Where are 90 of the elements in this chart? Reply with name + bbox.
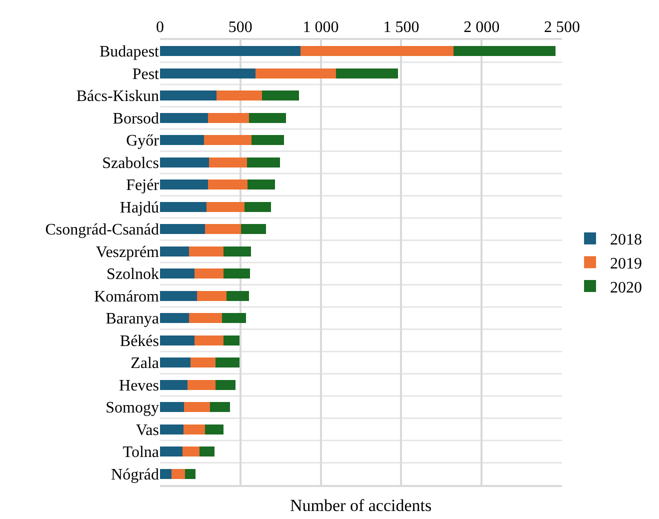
bar <box>222 313 246 324</box>
x-tick-label: 2 000 <box>464 18 500 36</box>
bar <box>205 224 242 234</box>
bar <box>184 402 210 412</box>
y-tick-label: Somogy <box>106 400 159 417</box>
y-tick-label: Zala <box>130 355 159 372</box>
bar <box>246 157 280 168</box>
legend-label: 2018 <box>610 232 642 249</box>
bar <box>160 468 172 479</box>
bar <box>160 268 195 279</box>
bar <box>208 180 248 190</box>
bar <box>224 246 251 256</box>
bar <box>194 335 224 346</box>
y-tick-label: Pest <box>132 66 160 83</box>
bar <box>262 90 300 101</box>
bar <box>208 112 250 123</box>
x-tick-label: 0 <box>156 18 164 36</box>
bar <box>160 424 184 434</box>
y-tick-label: Csongrád-Csanád <box>45 222 159 239</box>
bar <box>187 380 216 390</box>
bar <box>252 135 284 146</box>
bar <box>205 424 224 434</box>
bar <box>206 202 244 212</box>
bar <box>160 380 188 390</box>
y-tick-label: Heves <box>119 377 159 394</box>
bar <box>224 268 250 279</box>
legend-label: 2020 <box>610 279 642 296</box>
x-tick-label: 500 <box>228 18 252 36</box>
bar <box>171 468 185 479</box>
bar <box>244 202 271 212</box>
y-tick-label: Szabolcs <box>102 154 159 172</box>
bar <box>215 380 236 390</box>
bar <box>160 224 206 234</box>
bar <box>300 46 454 56</box>
y-tick-label: Tolna <box>122 444 159 462</box>
bar <box>209 157 247 168</box>
bar <box>256 68 336 78</box>
bar <box>160 402 184 412</box>
y-tick-label: Borsod <box>112 110 159 128</box>
bar <box>210 402 230 412</box>
y-tick-label: Budapest <box>99 44 160 61</box>
bar <box>160 313 189 324</box>
y-tick-label: Komárom <box>94 288 160 306</box>
x-tick-label: 1 500 <box>383 18 420 36</box>
bar <box>160 358 191 368</box>
bar <box>453 46 556 56</box>
bar <box>160 446 183 457</box>
bar <box>188 313 222 324</box>
y-tick-label: Vas <box>136 422 159 439</box>
bar <box>160 112 208 123</box>
y-tick-label: Fejér <box>126 177 160 194</box>
bar <box>249 112 286 123</box>
legend-label: 2019 <box>610 255 642 272</box>
bar <box>215 358 240 368</box>
y-tick-label: Hajdú <box>120 199 159 216</box>
bar <box>160 68 256 78</box>
bar <box>224 335 240 346</box>
bar <box>160 246 189 256</box>
x-axis-title: Number of accidents <box>290 496 432 515</box>
bar <box>188 246 224 256</box>
y-tick-label: Nógrád <box>111 466 159 484</box>
bar <box>248 180 275 190</box>
bar <box>182 446 200 457</box>
bar <box>204 135 252 146</box>
bar <box>160 180 208 190</box>
bar <box>160 335 195 346</box>
x-tick-label: 2 500 <box>544 18 580 36</box>
bar <box>190 358 216 368</box>
y-tick-label: Baranya <box>106 310 159 328</box>
bar <box>183 424 206 434</box>
bar <box>336 68 398 78</box>
bar <box>199 446 215 457</box>
bar <box>194 268 224 279</box>
y-tick-label: Győr <box>126 132 160 150</box>
bar <box>226 290 250 301</box>
bar <box>160 202 207 212</box>
bar <box>196 290 227 301</box>
y-tick-label: Veszprém <box>96 244 160 261</box>
x-tick-label: 1 000 <box>302 18 339 36</box>
y-tick-label: Szolnok <box>106 266 159 284</box>
bar <box>160 290 197 301</box>
y-tick-label: Békés <box>120 332 159 350</box>
y-tick-label: Bács-Kiskun <box>76 88 159 106</box>
bar <box>160 46 301 56</box>
bar <box>160 135 204 146</box>
bar <box>184 468 196 479</box>
bar <box>160 90 216 101</box>
bar <box>216 90 262 101</box>
bar <box>241 224 266 234</box>
bar <box>160 157 210 168</box>
